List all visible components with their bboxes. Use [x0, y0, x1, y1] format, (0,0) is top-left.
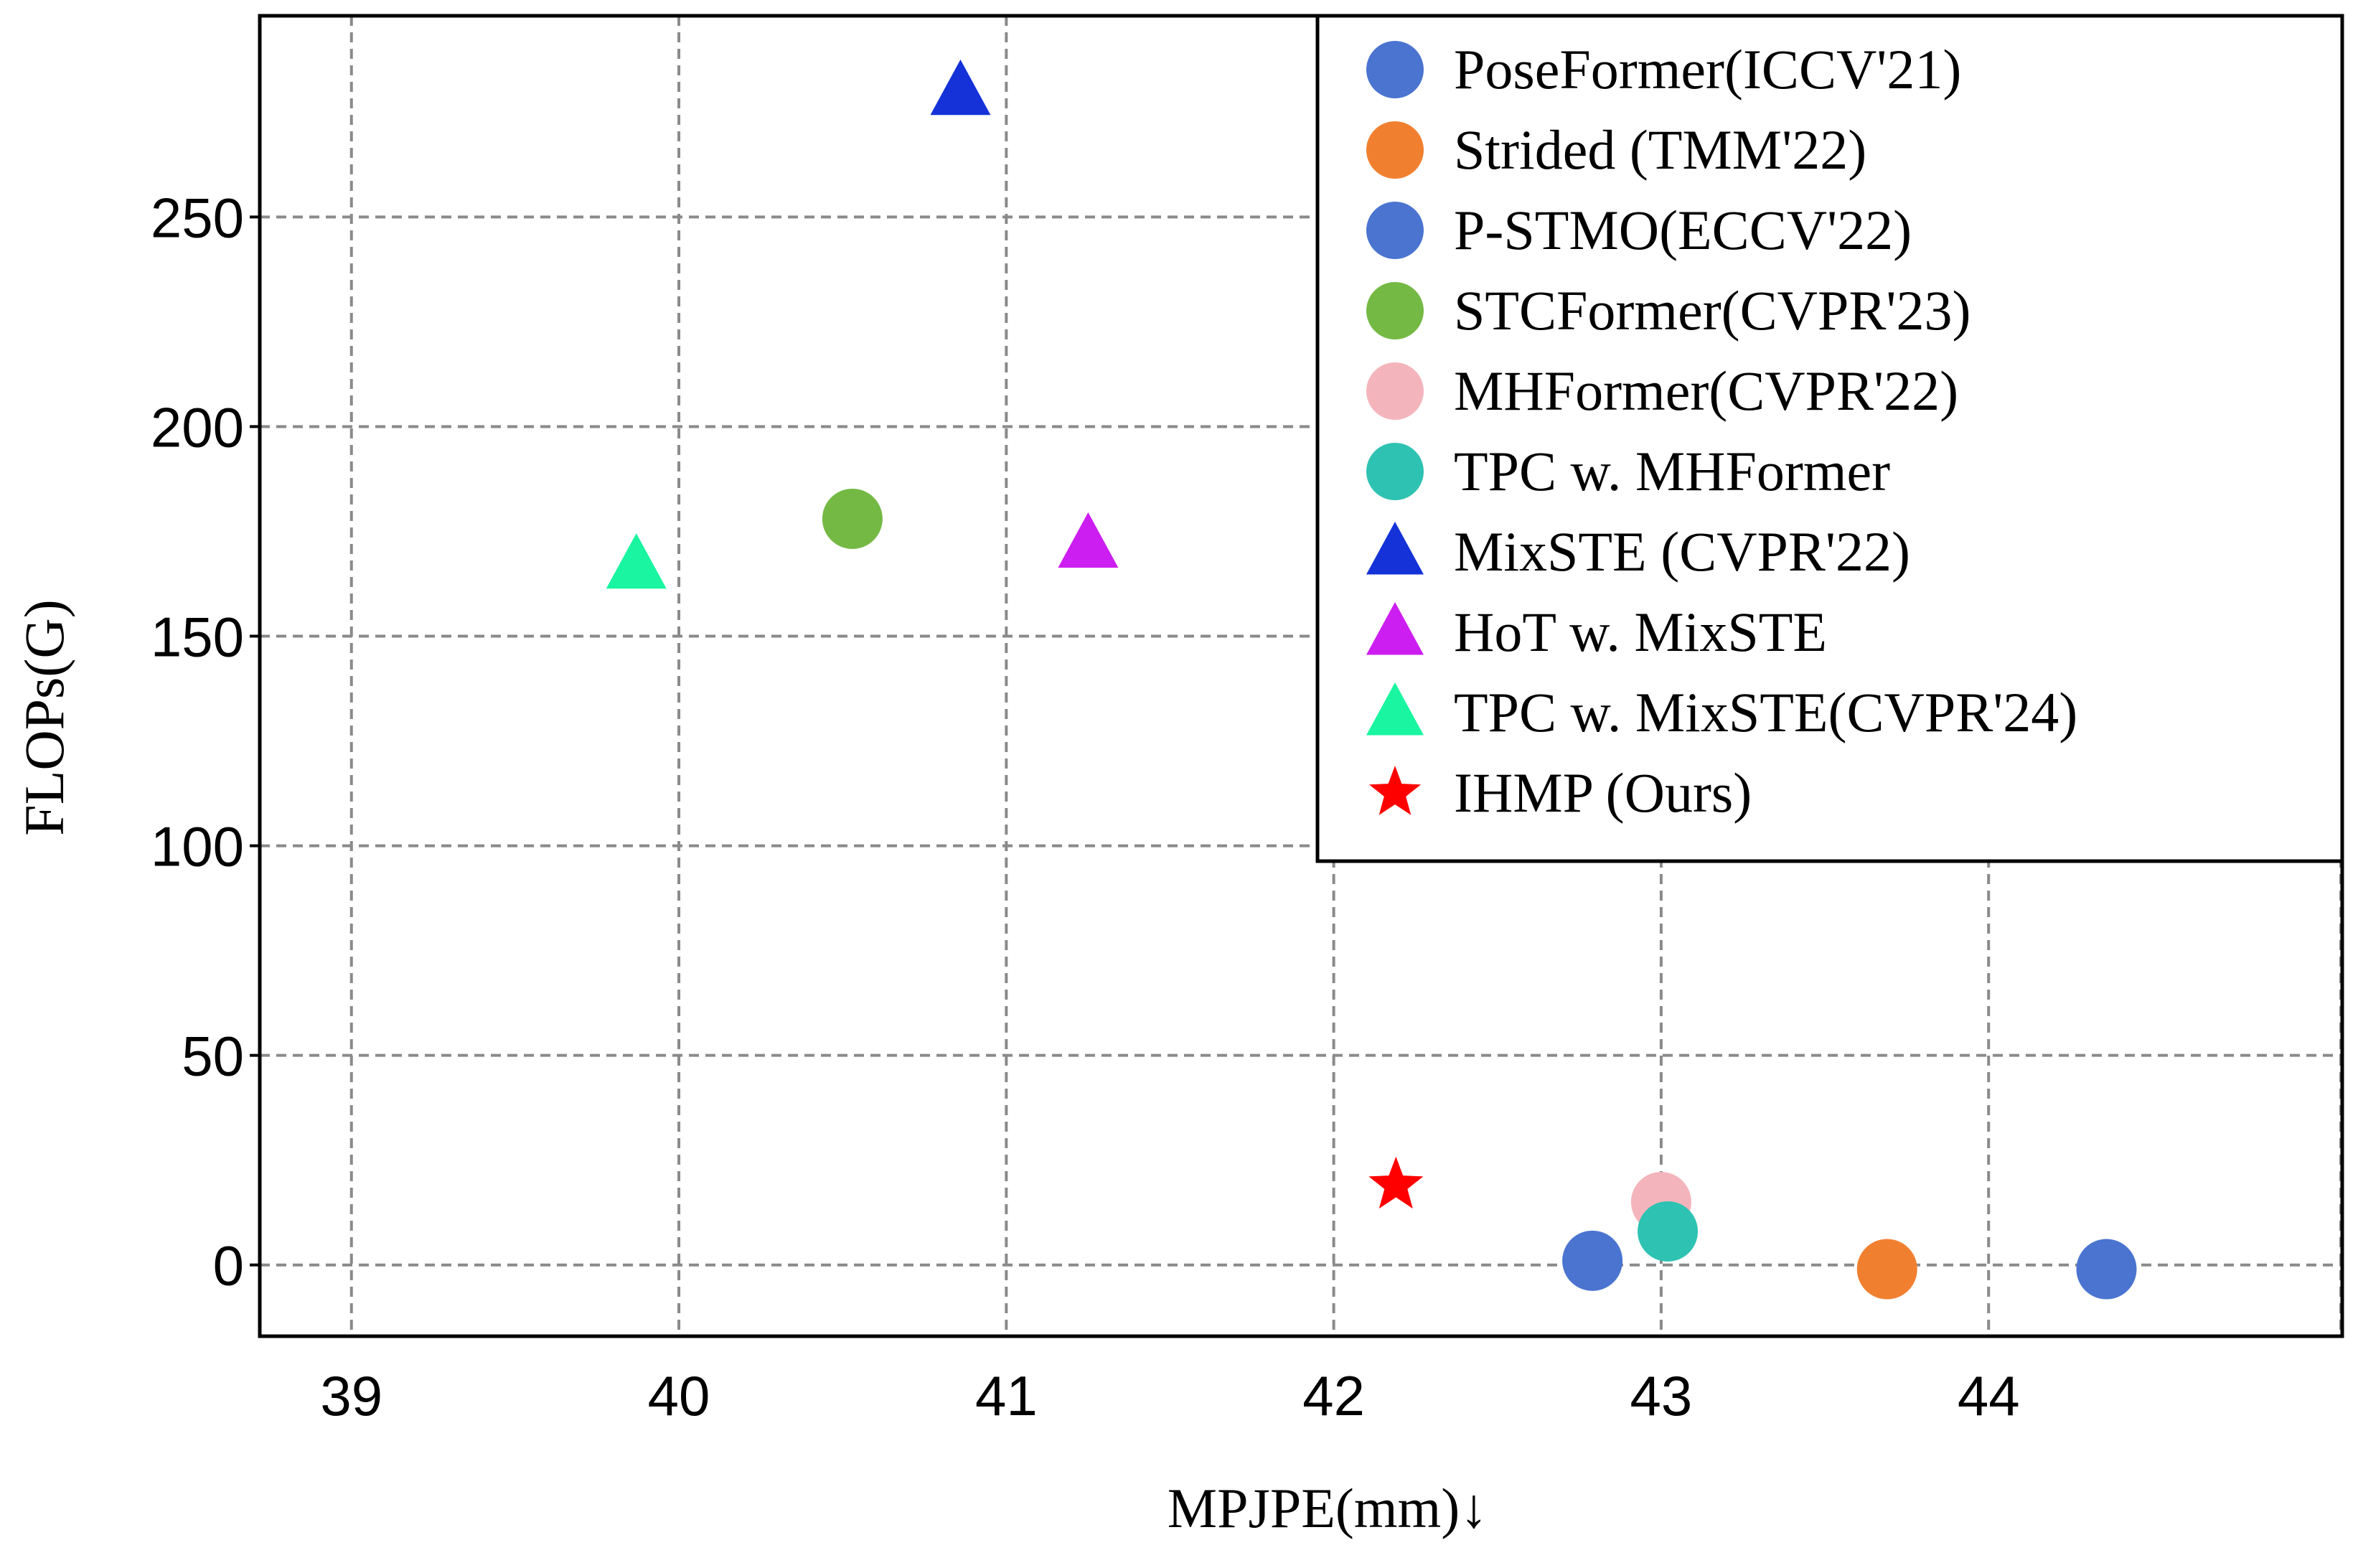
legend-marker	[1368, 766, 1422, 815]
data-point	[1058, 512, 1119, 568]
data-point	[606, 533, 667, 589]
y-tick-label: 100	[151, 815, 244, 878]
legend-label: TPC w. MHFormer	[1454, 440, 1890, 502]
data-point	[1856, 1239, 1917, 1300]
y-tick-labels: 0 50 100 150 200 250	[151, 186, 244, 1297]
legend-marker	[1366, 121, 1424, 179]
legend-label: IHMP (Ours)	[1454, 761, 1752, 824]
legend-marker	[1366, 41, 1424, 98]
y-tick-label: 50	[182, 1025, 244, 1088]
legend-label: P-STMO(ECCV'22)	[1454, 199, 1912, 261]
legend-marker	[1366, 443, 1424, 500]
x-tick-labels: 39 40 41 42 43 44	[320, 1364, 2019, 1427]
data-point	[822, 488, 883, 549]
legend-label: Strided (TMM'22)	[1454, 118, 1866, 181]
legend-marker	[1366, 522, 1424, 575]
legend-marker	[1366, 682, 1424, 736]
legend-marker	[1366, 362, 1424, 420]
data-point	[930, 60, 991, 116]
y-tick-label: 0	[213, 1234, 244, 1297]
legend-label: HoT w. MixSTE	[1454, 601, 1827, 663]
y-axis-title: FLOPs(G)	[13, 599, 75, 835]
legend-label: MixSTE (CVPR'22)	[1454, 520, 1910, 583]
legend-label: MHFormer(CVPR'22)	[1454, 360, 1958, 422]
data-point	[1638, 1201, 1699, 1262]
legend-marker	[1366, 202, 1424, 259]
x-tick-label: 42	[1302, 1364, 1365, 1427]
legend-box	[1315, 14, 2344, 863]
y-tick-label: 200	[151, 395, 244, 459]
data-point	[1368, 1156, 1424, 1209]
x-tick-label: 41	[975, 1364, 1038, 1427]
x-tick-label: 40	[648, 1364, 710, 1427]
data-point	[2076, 1239, 2137, 1300]
legend-marker	[1366, 282, 1424, 339]
x-tick-label: 44	[1958, 1364, 2020, 1427]
legend-marker	[1366, 602, 1424, 655]
data-points	[606, 60, 2137, 1300]
data-point	[1562, 1230, 1623, 1291]
x-tick-label: 43	[1630, 1364, 1693, 1427]
x-tick-label: 39	[320, 1364, 382, 1427]
y-tick-label: 250	[151, 186, 244, 249]
legend-label: TPC w. MixSTE(CVPR'24)	[1454, 681, 2077, 743]
legend: PoseFormer(ICCV'21) Strided (TMM'22) P-STM…	[1315, 14, 2344, 863]
y-tick-label: 150	[151, 606, 244, 669]
legend-label: PoseFormer(ICCV'21)	[1454, 38, 1961, 100]
legend-label: STCFormer(CVPR'23)	[1454, 279, 1971, 342]
x-axis-title: MPJPE(mm)↓	[1168, 1477, 1488, 1539]
